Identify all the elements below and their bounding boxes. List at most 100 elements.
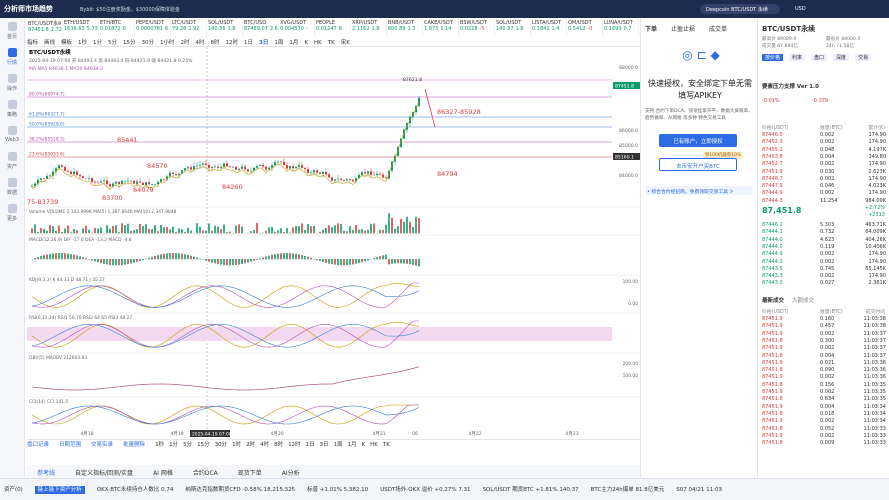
- bar: [379, 256, 381, 260]
- bar: [208, 259, 210, 262]
- ticker-price: 79.28: [172, 26, 187, 32]
- candle: [298, 165, 300, 168]
- bid-row-cell: 2.361K: [868, 280, 886, 287]
- bar: [286, 253, 288, 260]
- trade-row: 87451.8 0.634 11:03:35: [762, 396, 886, 403]
- candle: [247, 169, 249, 172]
- bid-row: 87444.0 4.623 404.26K: [762, 237, 886, 244]
- tool: HK: [313, 40, 322, 46]
- trade-row-cell: 11:03:37: [863, 352, 886, 359]
- bar: [49, 253, 51, 260]
- ask-row-cell: 984.09K: [865, 197, 886, 204]
- ticker: OM/USDT 0.5412 -0: [567, 18, 603, 37]
- time-tick: 4月20: [270, 431, 283, 437]
- bar: [58, 225, 60, 234]
- ask-row-cell: 0.002: [820, 132, 835, 138]
- bar: [412, 259, 414, 265]
- bar: [73, 229, 75, 234]
- bar: [403, 259, 405, 264]
- ticker-line: 2.1162 1.8: [352, 26, 385, 32]
- bar: [100, 259, 102, 264]
- bar: [319, 231, 321, 234]
- bar: [199, 226, 201, 234]
- bid-row-cell: 463.71K: [865, 222, 886, 228]
- tool: 1小时: [160, 40, 175, 46]
- trade-row-cell: 87451.8: [762, 410, 783, 417]
- bar: [331, 259, 333, 265]
- auth-note[interactable]: • 综合合约经纪商，免费领取交易工具 >: [645, 186, 753, 195]
- ticker-line: 0.1699 0.7: [604, 26, 637, 32]
- news[interactable]: Bybit: $50注册奖励金，$30000保障体验金: [80, 7, 180, 13]
- auth-panel: 下单 止盈止损 成交单 ◎ ⊏ ◆ 快速授权，安全绑定下单无需填写APIKEY 支持…: [640, 18, 757, 478]
- ask-row-cell: 87444.3: [762, 197, 783, 204]
- bar: [286, 228, 288, 234]
- auth-primary[interactable]: 已有账户，立即授权: [659, 134, 737, 147]
- candle: [217, 166, 219, 168]
- trade-row: 87451.8 0.052 11:03:33: [762, 426, 886, 433]
- bar: [346, 259, 348, 266]
- bar: [160, 225, 162, 234]
- candle: [196, 165, 198, 167]
- candle: [190, 167, 192, 170]
- bar: [322, 229, 324, 234]
- auth-secondary[interactable]: 去币安开户买BTC: [659, 158, 737, 171]
- search[interactable]: Deepcoin BTC/USDT 永续: [700, 4, 780, 14]
- indicator-line: [31, 405, 420, 425]
- bar: [265, 230, 267, 234]
- bar: [67, 253, 69, 260]
- bar: [91, 232, 93, 234]
- ticker-price: 87451.8: [28, 27, 49, 33]
- candle: [259, 164, 261, 166]
- bar: [394, 228, 396, 234]
- bar: [169, 253, 171, 260]
- bar: [40, 228, 42, 234]
- bar: [172, 226, 174, 234]
- ticker: LUNA/USDT 0.1699 0.7: [603, 18, 639, 37]
- bid-row-cell: 0.002: [820, 273, 835, 280]
- bar: [73, 254, 75, 260]
- ticker-line: 140.36 1.8: [208, 26, 241, 32]
- bar: [226, 232, 228, 234]
- bar: [385, 254, 387, 260]
- interval: 15分: [197, 442, 210, 448]
- bar: [322, 259, 324, 262]
- candle: [337, 178, 339, 180]
- bar: [394, 259, 396, 264]
- tab: AI 网格: [153, 470, 173, 477]
- bar: [133, 229, 135, 234]
- bar: [88, 229, 90, 234]
- ticker-pair: SOL/USDT: [496, 20, 522, 26]
- candle: [85, 177, 87, 179]
- trade-row-cell: 0.300: [820, 337, 835, 344]
- trade-row-cell: 0.018: [820, 410, 835, 417]
- col-head: 价格(USDT): [762, 126, 789, 131]
- currency[interactable]: USD: [795, 6, 806, 12]
- ticker-change: 1.8: [227, 26, 236, 32]
- candle: [274, 162, 276, 166]
- ask-row-cell: 174.90: [868, 161, 887, 168]
- candle: [418, 98, 420, 106]
- bar: [325, 259, 327, 263]
- trade-row-cell: 87451.9: [762, 403, 783, 410]
- trade-row: 87451.9 0.457 11:03:38: [762, 323, 886, 330]
- ask-row-cell: 4.197K: [868, 146, 886, 153]
- trade-row: 87451.8 0.300 11:03:37: [762, 338, 886, 345]
- candle: [136, 181, 138, 184]
- trade-row-cell: 0.634: [820, 396, 835, 403]
- bid-row-cell: 0.119: [820, 243, 835, 250]
- interval: 1分: [169, 442, 179, 448]
- interval: 1周: [333, 442, 343, 448]
- bar: [136, 229, 138, 234]
- bar: [382, 255, 384, 260]
- bar: [268, 227, 270, 234]
- tab: 现货下单: [237, 470, 262, 477]
- footer-item: OKX·BTC永续持仓人数比 0.74: [96, 487, 174, 493]
- pane-label: MACD(12,26,9) DIF -17.6 DEA -13.2 MACD -…: [29, 237, 132, 243]
- bar: [304, 229, 306, 234]
- bar: [259, 258, 261, 260]
- candle: [124, 180, 126, 182]
- ticker-pair: PEOPLE: [316, 20, 336, 26]
- bar: [91, 259, 93, 261]
- bar: [247, 259, 249, 263]
